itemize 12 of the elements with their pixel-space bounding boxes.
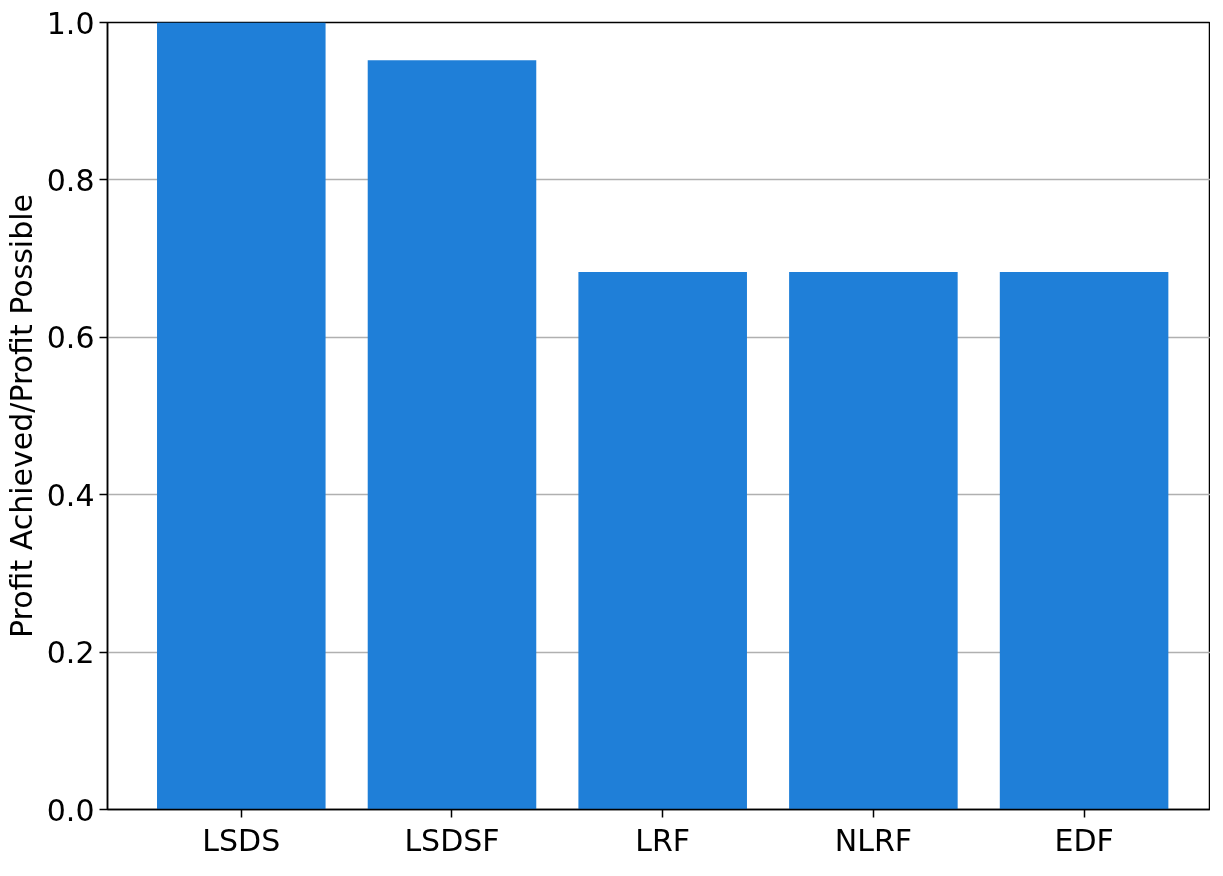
y-tick-label: 0.0 bbox=[46, 792, 95, 828]
x-tick-label: LSDSF bbox=[404, 822, 500, 858]
y-tick-label: 1.0 bbox=[46, 5, 95, 41]
y-tick-label: 0.2 bbox=[46, 635, 95, 671]
x-tick-label: LSDS bbox=[202, 822, 281, 858]
x-tick-label: EDF bbox=[1054, 822, 1114, 858]
y-axis-title: Profit Achieved/Profit Possible bbox=[3, 193, 39, 639]
y-tick-label: 0.8 bbox=[46, 162, 95, 198]
x-tick-label: LRF bbox=[635, 822, 691, 858]
x-tick-label: NLRF bbox=[834, 822, 913, 858]
y-tick-label: 0.4 bbox=[46, 477, 95, 513]
y-tick-label: 0.6 bbox=[46, 320, 95, 356]
